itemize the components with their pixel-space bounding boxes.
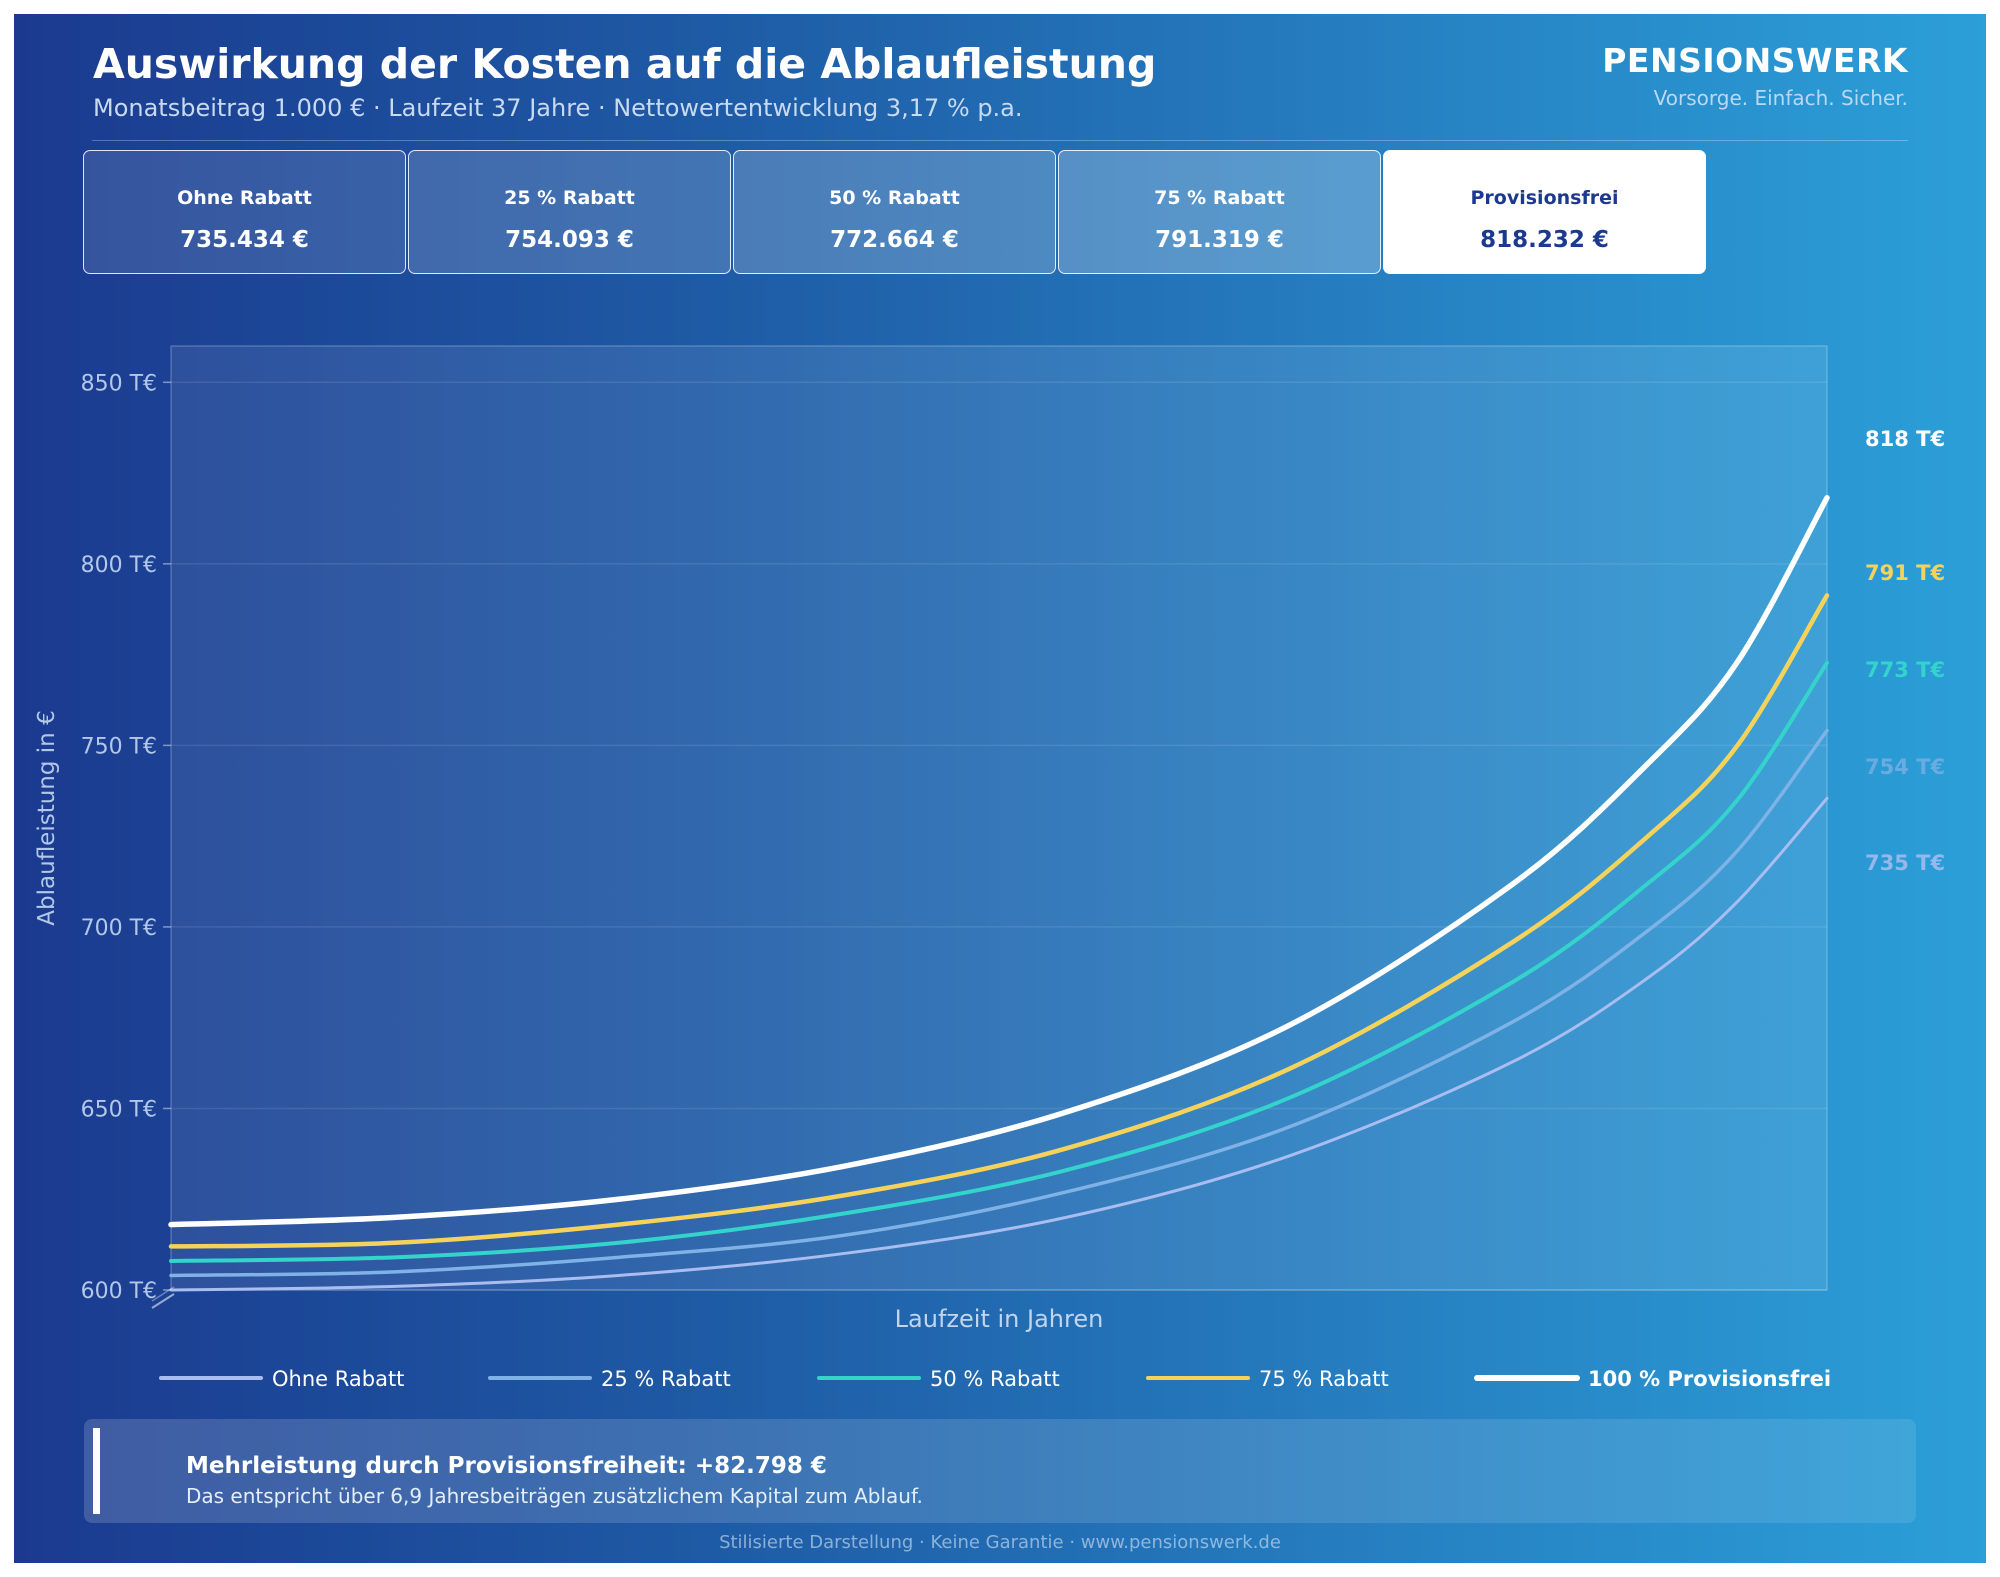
legend-label: Ohne Rabatt [272, 1367, 404, 1391]
x-axis-label: Laufzeit in Jahren [895, 1305, 1104, 1333]
brand-tagline: Vorsorge. Einfach. Sicher. [1653, 86, 1908, 110]
end-value-label: 773 T€ [1865, 658, 1945, 682]
line-chart: 600 T€ 650 T€ 700 T€ 750 T€ 800 T€ 850 T€ 735… [34, 345, 1945, 1391]
legend-label: 25 % Rabatt [601, 1367, 731, 1391]
legend-label: 50 % Rabatt [930, 1367, 1060, 1391]
header-divider [92, 140, 1908, 141]
axis-break-mark [151, 1293, 175, 1309]
callout-box: Mehrleistung durch Provisionsfreiheit: +… [84, 1419, 1916, 1523]
card-value: 754.093 € [505, 227, 634, 253]
y-tick-label: 650 T€ [81, 1097, 157, 1122]
series-line-3 [168, 593, 1830, 1249]
end-value-label: 735 T€ [1865, 851, 1945, 875]
callout-text: Das entspricht über 6,9 Jahresbeiträgen … [186, 1484, 923, 1508]
card-label: 50 % Rabatt [829, 187, 960, 209]
legend-label: 75 % Rabatt [1259, 1367, 1389, 1391]
plot-area [170, 345, 1828, 1291]
card-ohne-rabatt: Ohne Rabatt 735.434 € [83, 150, 406, 274]
card-value: 791.319 € [1155, 227, 1284, 253]
card-label: 25 % Rabatt [504, 187, 635, 209]
card-value: 735.434 € [180, 227, 309, 253]
callout-headline: Mehrleistung durch Provisionsfreiheit: +… [186, 1453, 827, 1479]
card-label: 75 % Rabatt [1154, 187, 1285, 209]
y-tick-label: 850 T€ [81, 371, 157, 396]
series-line-0 [169, 796, 1829, 1292]
chart-frame: Auswirkung der Kosten auf die Ablaufleis… [14, 14, 1986, 1563]
end-value-label: 818 T€ [1865, 427, 1945, 451]
card-75-rabatt: 75 % Rabatt 791.319 € [1058, 150, 1381, 274]
page-subtitle: Monatsbeitrag 1.000 € · Laufzeit 37 Jahr… [93, 94, 1023, 122]
legend: Ohne Rabatt 25 % Rabatt 50 % Rabatt 75 % Ra… [159, 1367, 1831, 1391]
end-value-label: 791 T€ [1865, 561, 1945, 585]
card-25-rabatt: 25 % Rabatt 754.093 € [408, 150, 731, 274]
page-title: Auswirkung der Kosten auf die Ablaufleis… [93, 40, 1157, 88]
series-line-2 [169, 660, 1829, 1263]
card-label: Provisionsfrei [1470, 187, 1619, 209]
y-tick-label: 600 T€ [81, 1279, 157, 1304]
footer-note: Stilisierte Darstellung · Keine Garantie… [719, 1532, 1281, 1553]
card-value: 818.232 € [1480, 227, 1609, 253]
card-50-rabatt: 50 % Rabatt 772.664 € [733, 150, 1056, 274]
brand-logo: PENSIONSWERK [1602, 41, 1908, 80]
series-line-1 [169, 728, 1829, 1278]
y-tick-label: 800 T€ [81, 553, 157, 578]
card-provisionsfrei: Provisionsfrei 818.232 € [1383, 150, 1706, 274]
series-line-4 [168, 495, 1830, 1228]
axis-break-mark [151, 1286, 175, 1302]
y-tick-label: 750 T€ [81, 734, 157, 759]
y-axis-label: Ablaufleistung in € [34, 710, 60, 925]
legend-label: 100 % Provisionsfrei [1588, 1367, 1831, 1391]
callout-accent-bar [93, 1428, 100, 1514]
end-value-label: 754 T€ [1865, 755, 1945, 779]
card-value: 772.664 € [830, 227, 959, 253]
card-label: Ohne Rabatt [177, 187, 312, 209]
y-tick-label: 700 T€ [81, 916, 157, 941]
